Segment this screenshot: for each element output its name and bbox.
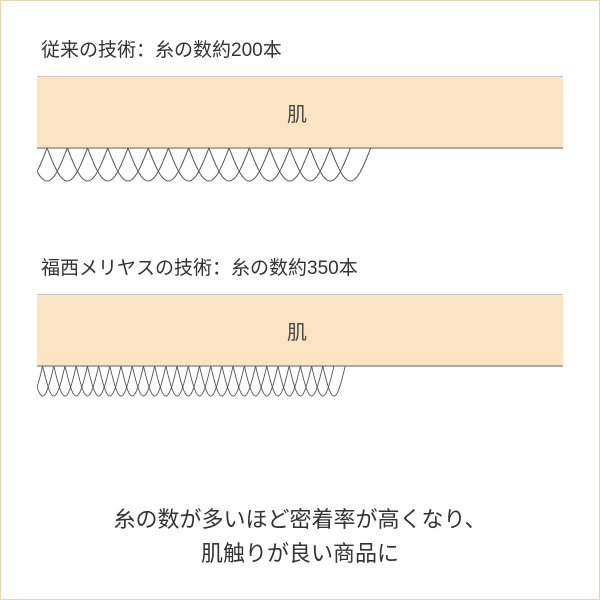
panel-a-skin-label: 肌 [287, 98, 313, 127]
summary-line2: 肌触りが良い商品に [201, 541, 399, 566]
panel-a-skin-band: 肌 [37, 76, 563, 147]
summary-text: 糸の数が多いほど密着率が高くなり、 肌触りが良い商品に [1, 503, 599, 571]
panel-b: 肌 [37, 294, 563, 433]
infographic-frame: 従来の技術：糸の数約200本 肌 福西メリヤスの技術：糸の数約350本 肌 糸の… [0, 0, 600, 600]
panel-b-title: 福西メリヤスの技術：糸の数約350本 [41, 253, 563, 280]
panel-a-loops [37, 147, 563, 219]
panel-a-title: 従来の技術：糸の数約200本 [41, 35, 563, 62]
panel-b-skin-band: 肌 [37, 294, 563, 365]
panel-b-loops [37, 365, 563, 433]
panel-b-skin-label: 肌 [287, 316, 313, 345]
panel-gap [37, 219, 563, 253]
panel-a: 肌 [37, 76, 563, 219]
summary-line1: 糸の数が多いほど密着率が高くなり、 [113, 507, 486, 532]
